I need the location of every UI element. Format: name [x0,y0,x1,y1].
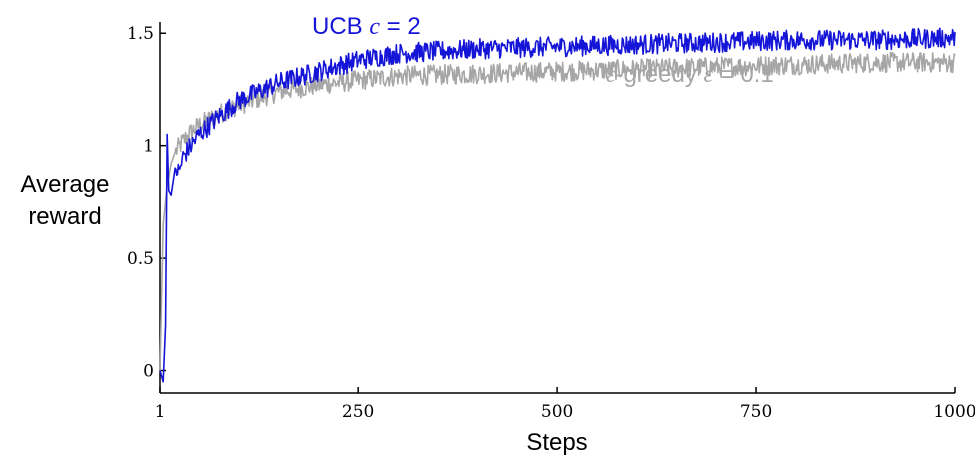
egreedy-label-param: ε [704,62,714,88]
x-tick-label: 750 [740,402,772,422]
egreedy-series-label: ε-greedy ε = 0.1 [606,61,774,88]
egreedy-label-middle: -greedy [615,61,703,88]
y-tick-label: 0.5 [127,249,154,269]
y-tick-label: 1 [143,137,154,157]
axes [159,22,955,394]
series-group [159,27,956,383]
y-tick-label: 0 [143,362,154,382]
ucb-label-prefix: UCB [312,13,369,40]
ucb-label-suffix: = 2 [380,13,421,40]
x-tick-label: 250 [342,402,374,422]
ucb-series-line [159,27,956,383]
egreedy-series-line [159,51,956,371]
y-tick-label: 1.5 [127,24,154,44]
x-tick-label: 1 [155,402,166,422]
ucb-label-param: c [369,14,380,40]
x-tick-label: 500 [541,402,573,422]
y-axis-title-line-2: reward [28,203,101,230]
egreedy-label-prefix: ε [606,62,616,88]
y-axis-title-line-1: Average [21,171,110,198]
egreedy-label-suffix: = 0.1 [713,61,774,88]
x-tick-label: 1000 [933,402,975,422]
ucb-series-label: UCB c = 2 [312,13,421,40]
x-axis-title: Steps [526,429,587,456]
tick-group: 0 0.5 1 1.5 1 250 500 750 1000 [127,24,975,422]
